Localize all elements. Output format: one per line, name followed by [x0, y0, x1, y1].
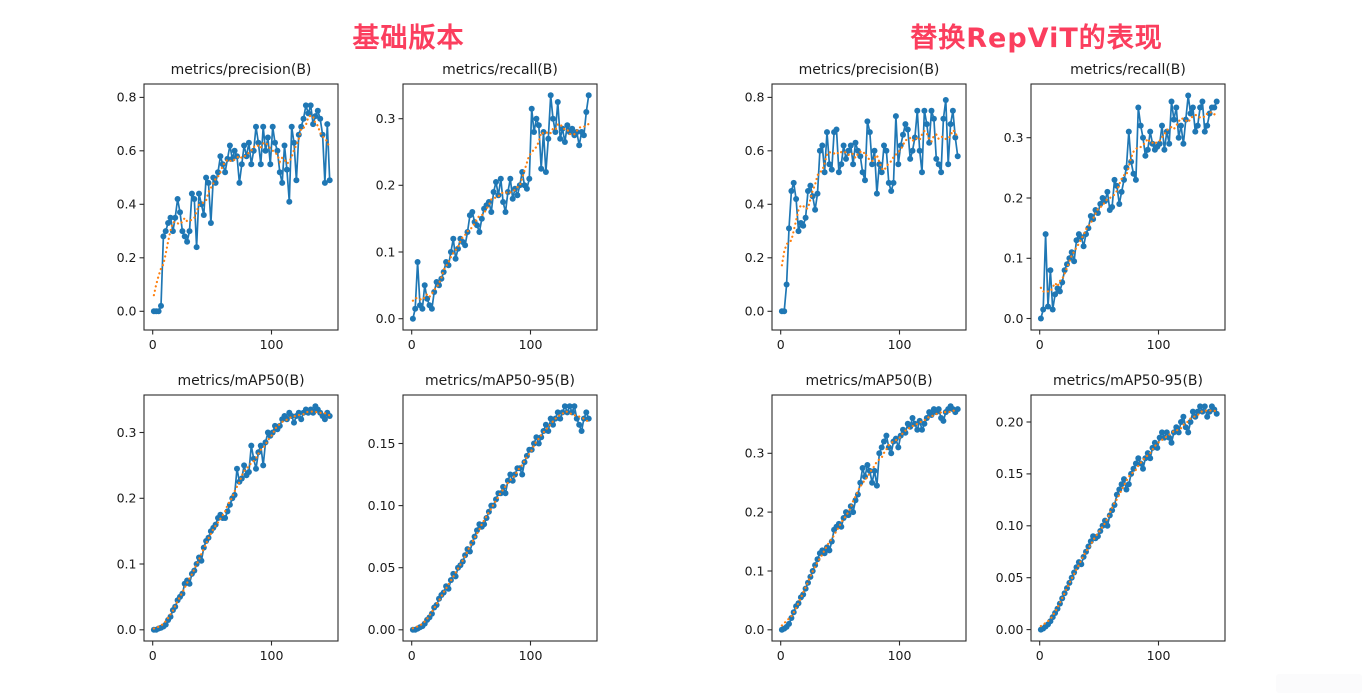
svg-text:100: 100	[260, 337, 284, 352]
svg-text:0.10: 0.10	[368, 498, 396, 513]
svg-text:0.1: 0.1	[376, 244, 396, 259]
subplot-repvit-map50-95: metrics/mAP50-95(B) 0.00 0.05 0.10 0.15 0.20…	[991, 371, 1231, 674]
svg-text:0: 0	[408, 337, 416, 352]
svg-text:0: 0	[777, 337, 785, 352]
svg-text:100: 100	[888, 337, 912, 352]
chart-title-map50: metrics/mAP50(B)	[805, 373, 933, 389]
svg-text:0.2: 0.2	[117, 491, 137, 506]
subplot-repvit-map50: metrics/mAP50(B) 0.0 0.1 0.2 0.3 0 100	[732, 371, 972, 674]
svg-text:0.2: 0.2	[117, 250, 137, 265]
chart-repvit-map50-95: 0.00 0.05 0.10 0.15 0.20 0 100	[996, 394, 1226, 663]
group-repvit-version: 替换RepViT的表现 metrics/precision(B) 0.0 0.2 0…	[732, 0, 1231, 674]
watermark	[1276, 674, 1362, 693]
svg-text:0.8: 0.8	[117, 90, 137, 105]
subplot-base-precision: metrics/precision(B) 0.0 0.2 0.4 0.6 0.8 0 100	[104, 60, 344, 363]
subplot-base-map50-95: metrics/mAP50-95(B) 0.00 0.05 0.10 0.15 0 100	[363, 371, 603, 674]
group-base-version: 基础版本 metrics/precision(B) 0.0 0.2 0.4 0.6 0.…	[104, 0, 603, 674]
svg-text:0.3: 0.3	[1004, 130, 1024, 145]
svg-text:0.0: 0.0	[745, 304, 765, 319]
svg-text:0.6: 0.6	[117, 143, 137, 158]
svg-text:100: 100	[1147, 337, 1171, 352]
svg-text:0.05: 0.05	[368, 560, 396, 575]
svg-text:0: 0	[149, 337, 157, 352]
chart-title-map50-95: metrics/mAP50-95(B)	[425, 373, 575, 389]
svg-text:0.4: 0.4	[745, 197, 765, 212]
svg-text:0: 0	[1036, 648, 1044, 663]
subplot-base-recall: metrics/recall(B) 0.0 0.1 0.2 0.3 0 100	[363, 60, 603, 363]
svg-text:100: 100	[1147, 648, 1171, 663]
chart-title-map50: metrics/mAP50(B)	[177, 373, 305, 389]
svg-text:0.4: 0.4	[117, 197, 137, 212]
svg-text:0.2: 0.2	[376, 178, 396, 193]
svg-text:0.3: 0.3	[117, 425, 137, 440]
group-title-repvit: 替换RepViT的表现	[910, 23, 1163, 54]
svg-text:0: 0	[408, 648, 416, 663]
svg-text:0.3: 0.3	[376, 111, 396, 126]
svg-text:0.1: 0.1	[745, 563, 765, 578]
svg-text:0.20: 0.20	[996, 414, 1024, 429]
svg-text:0.15: 0.15	[996, 466, 1024, 481]
svg-text:0.0: 0.0	[117, 622, 137, 637]
chart-grid-base: metrics/precision(B) 0.0 0.2 0.4 0.6 0.8 0 100…	[104, 60, 603, 674]
svg-text:0.1: 0.1	[117, 556, 137, 571]
chart-base-recall: 0.0 0.1 0.2 0.3 0 100	[376, 83, 598, 352]
subplot-base-map50: metrics/mAP50(B) 0.0 0.1 0.2 0.3 0 100	[104, 371, 344, 674]
group-title-base: 基础版本	[352, 23, 465, 54]
chart-base-precision: 0.0 0.2 0.4 0.6 0.8 0 100	[117, 83, 339, 352]
svg-text:0.00: 0.00	[996, 622, 1024, 637]
chart-repvit-recall: 0.0 0.1 0.2 0.3 0 100	[1004, 83, 1226, 352]
svg-text:0.2: 0.2	[745, 504, 765, 519]
subplot-repvit-precision: metrics/precision(B) 0.0 0.2 0.4 0.6 0.8 0 100	[732, 60, 972, 363]
svg-text:0.3: 0.3	[745, 446, 765, 461]
svg-text:0.0: 0.0	[745, 622, 765, 637]
svg-text:100: 100	[519, 648, 543, 663]
svg-text:0.1: 0.1	[1004, 251, 1024, 266]
svg-text:0: 0	[149, 648, 157, 663]
svg-text:0.05: 0.05	[996, 570, 1024, 585]
svg-text:0: 0	[1036, 337, 1044, 352]
svg-text:0: 0	[777, 648, 785, 663]
chart-repvit-map50: 0.0 0.1 0.2 0.3 0 100	[745, 394, 967, 663]
svg-text:0.2: 0.2	[745, 250, 765, 265]
chart-title-recall: metrics/recall(B)	[1070, 62, 1186, 78]
svg-text:0.10: 0.10	[996, 518, 1024, 533]
svg-text:0.2: 0.2	[1004, 190, 1024, 205]
svg-text:0.0: 0.0	[117, 304, 137, 319]
svg-text:100: 100	[519, 337, 543, 352]
svg-text:100: 100	[260, 648, 284, 663]
svg-text:0.00: 0.00	[368, 622, 396, 637]
svg-text:0.0: 0.0	[1004, 311, 1024, 326]
chart-title-precision: metrics/precision(B)	[798, 62, 940, 78]
chart-grid-repvit: metrics/precision(B) 0.0 0.2 0.4 0.6 0.8 0 100…	[732, 60, 1231, 674]
chart-base-map50: 0.0 0.1 0.2 0.3 0 100	[117, 394, 339, 663]
svg-text:0.0: 0.0	[376, 311, 396, 326]
svg-text:0.15: 0.15	[368, 436, 396, 451]
svg-text:0.6: 0.6	[745, 143, 765, 158]
svg-text:100: 100	[888, 648, 912, 663]
svg-text:0.8: 0.8	[745, 90, 765, 105]
chart-title-precision: metrics/precision(B)	[170, 62, 312, 78]
chart-title-map50-95: metrics/mAP50-95(B)	[1053, 373, 1203, 389]
chart-repvit-precision: 0.0 0.2 0.4 0.6 0.8 0 100	[745, 83, 967, 352]
subplot-repvit-recall: metrics/recall(B) 0.0 0.1 0.2 0.3 0 100	[991, 60, 1231, 363]
chart-base-map50-95: 0.00 0.05 0.10 0.15 0 100	[368, 394, 598, 663]
chart-title-recall: metrics/recall(B)	[442, 62, 558, 78]
